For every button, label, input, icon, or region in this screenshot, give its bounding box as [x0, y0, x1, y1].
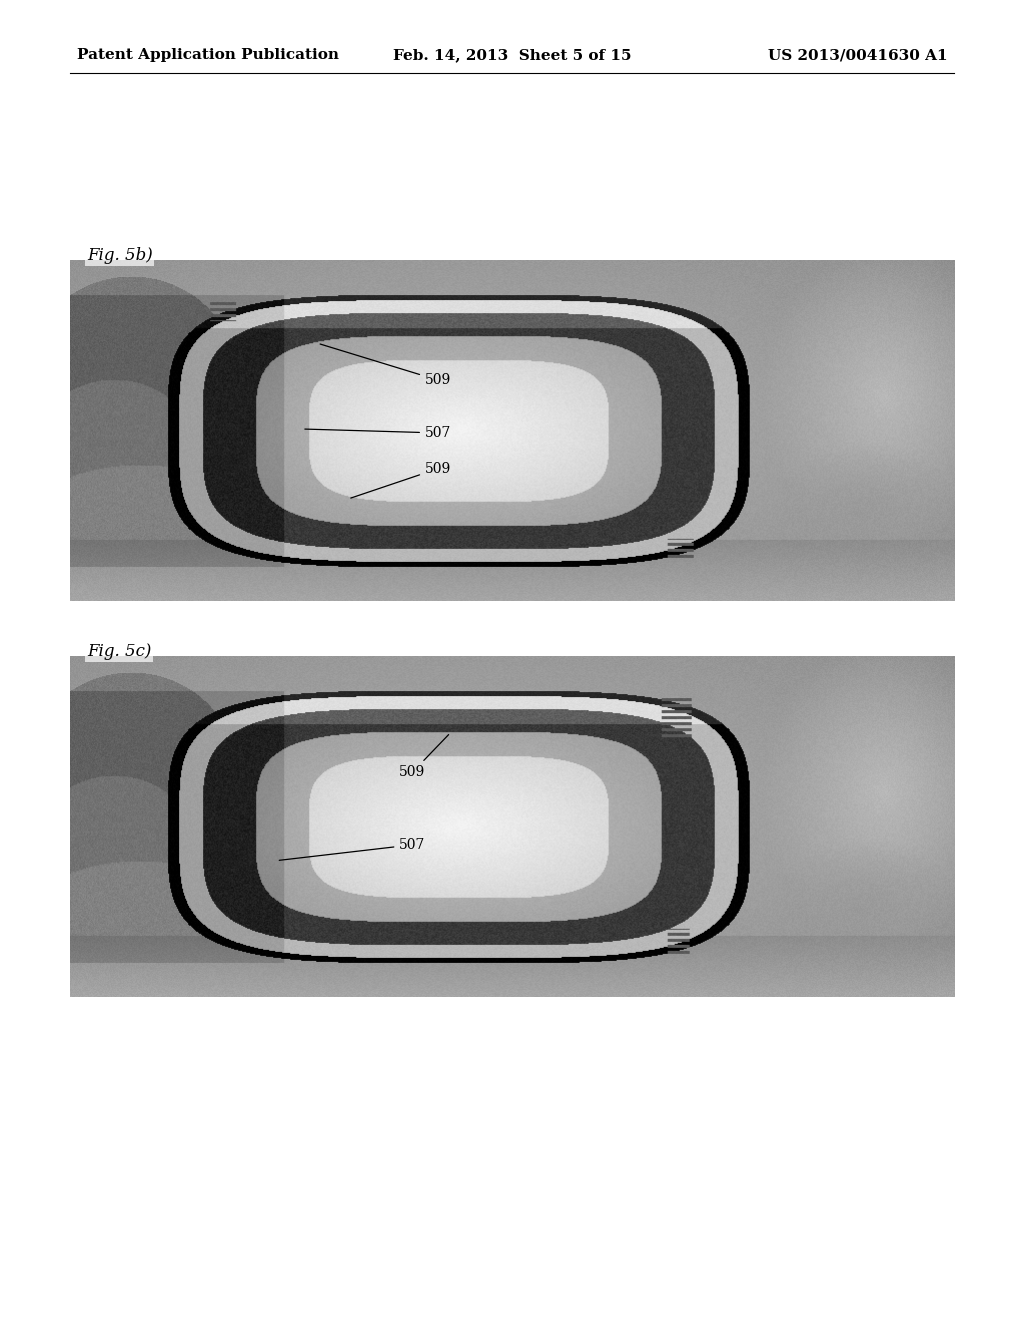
Text: Patent Application Publication: Patent Application Publication: [77, 49, 339, 62]
Text: 509: 509: [351, 462, 452, 498]
Text: 509: 509: [399, 735, 449, 779]
Text: 507: 507: [280, 838, 426, 861]
Text: Fig. 5b): Fig. 5b): [87, 247, 153, 264]
Text: 509: 509: [321, 345, 452, 387]
Text: Feb. 14, 2013  Sheet 5 of 15: Feb. 14, 2013 Sheet 5 of 15: [393, 49, 631, 62]
Text: Fig. 5c): Fig. 5c): [87, 643, 152, 660]
Text: US 2013/0041630 A1: US 2013/0041630 A1: [768, 49, 947, 62]
Text: 507: 507: [305, 426, 452, 440]
